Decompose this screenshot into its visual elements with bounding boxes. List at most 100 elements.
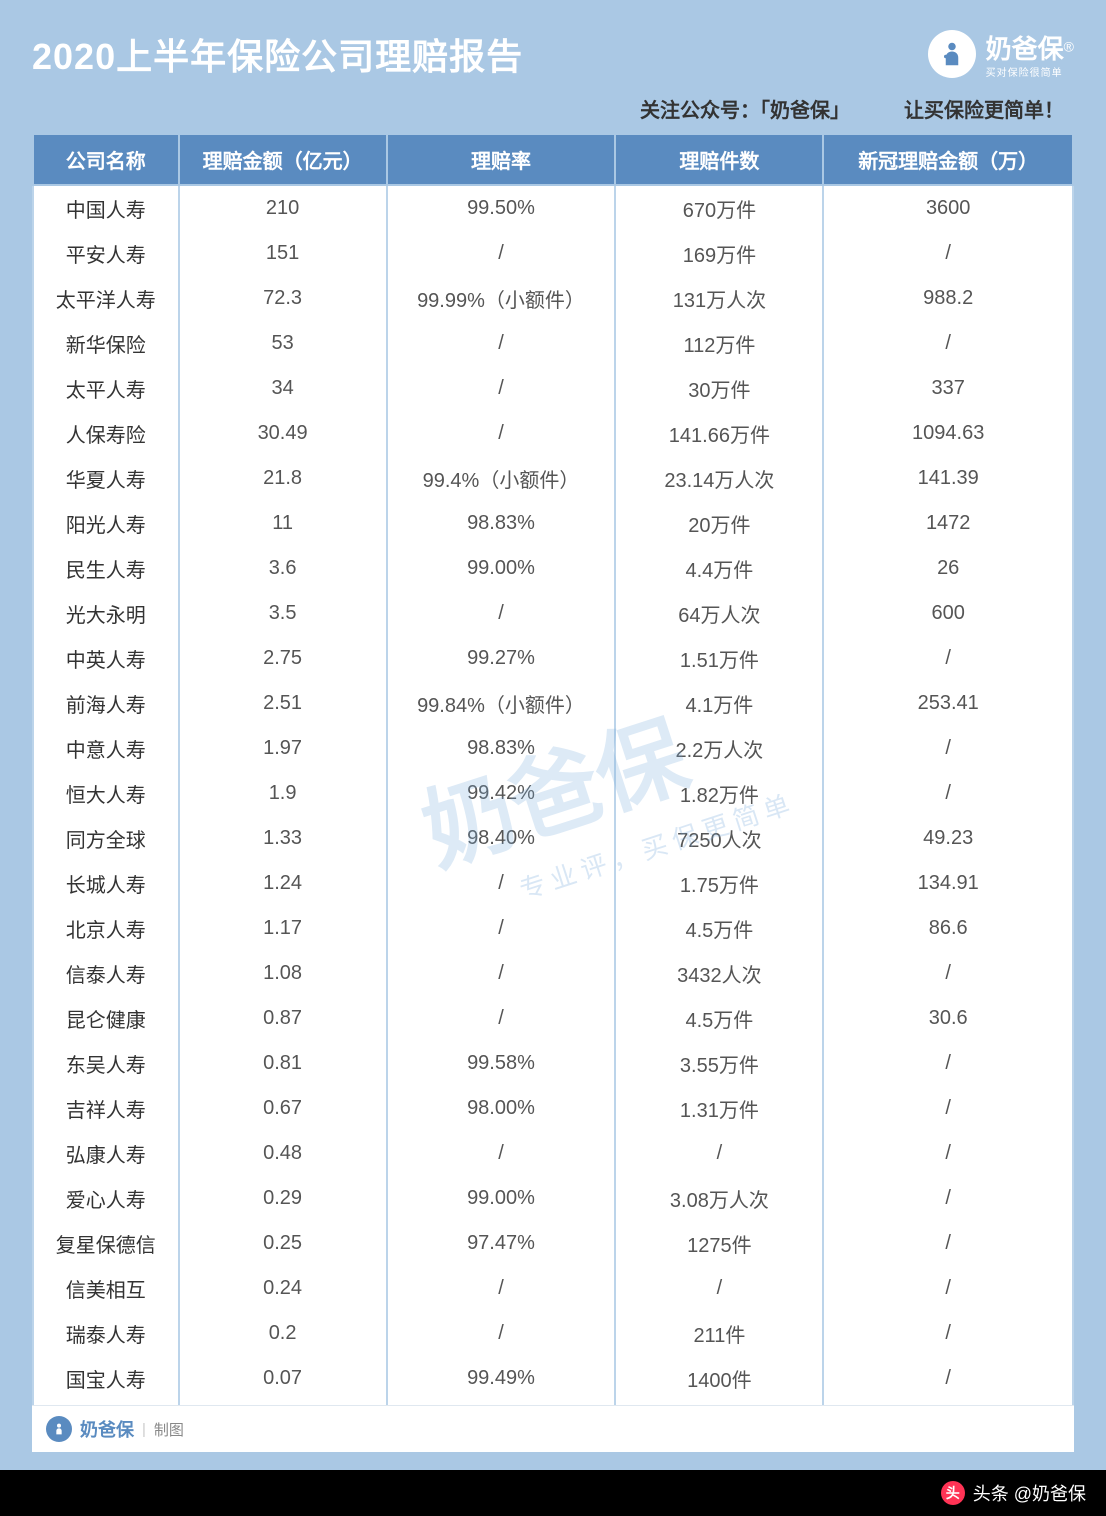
- table-cell: 99.58%: [387, 1041, 616, 1086]
- brand-name: 奶爸保: [986, 34, 1064, 64]
- table-cell: 复星保德信: [33, 1221, 179, 1266]
- table-cell: 恒大人寿: [33, 771, 179, 816]
- table-cell: 人保寿险: [33, 411, 179, 456]
- table-cell: 0.07: [179, 1356, 387, 1405]
- table-cell: 1275件: [615, 1221, 823, 1266]
- table-cell: 0.48: [179, 1131, 387, 1176]
- table-cell: 新华保险: [33, 321, 179, 366]
- table-cell: 阳光人寿: [33, 501, 179, 546]
- table-row: 信泰人寿1.08/3432人次/: [33, 951, 1073, 996]
- table-cell: 4.1万件: [615, 681, 823, 726]
- page-title: 2020上半年保险公司理赔报告: [32, 28, 523, 80]
- table-body: 中国人寿21099.50%670万件3600平安人寿151/169万件/太平洋人…: [33, 185, 1073, 1405]
- table-cell: 53: [179, 321, 387, 366]
- table-cell: 信美相互: [33, 1266, 179, 1311]
- table-cell: 99.42%: [387, 771, 616, 816]
- table-cell: 光大永明: [33, 591, 179, 636]
- table-cell: /: [387, 906, 616, 951]
- table-cell: 3.55万件: [615, 1041, 823, 1086]
- table-cell: 1472: [823, 501, 1073, 546]
- table-cell: /: [823, 321, 1073, 366]
- table-row: 国宝人寿0.0799.49%1400件/: [33, 1356, 1073, 1405]
- table-cell: 98.00%: [387, 1086, 616, 1131]
- table-row: 恒大人寿1.999.42%1.82万件/: [33, 771, 1073, 816]
- table-cell: 0.29: [179, 1176, 387, 1221]
- table-cell: 2.2万人次: [615, 726, 823, 771]
- table-row: 信美相互0.24///: [33, 1266, 1073, 1311]
- table-cell: /: [615, 1266, 823, 1311]
- table-cell: 0.81: [179, 1041, 387, 1086]
- brand-logo-icon: [928, 30, 976, 78]
- table-cell: 86.6: [823, 906, 1073, 951]
- table-cell: /: [387, 231, 616, 276]
- table-cell: 北京人寿: [33, 906, 179, 951]
- table-cell: /: [387, 1131, 616, 1176]
- table-cell: /: [823, 771, 1073, 816]
- table-row: 复星保德信0.2597.47%1275件/: [33, 1221, 1073, 1266]
- table-cell: 97.47%: [387, 1221, 616, 1266]
- table-cell: 1.82万件: [615, 771, 823, 816]
- table-cell: 1400件: [615, 1356, 823, 1405]
- table-cell: 1.17: [179, 906, 387, 951]
- table-cell: 11: [179, 501, 387, 546]
- table-cell: 20万件: [615, 501, 823, 546]
- table-row: 太平人寿34/30万件337: [33, 366, 1073, 411]
- table-container: 奶爸保 专业评，买保更简单 公司名称理赔金额（亿元）理赔率理赔件数新冠理赔金额（…: [32, 133, 1074, 1452]
- table-cell: 30万件: [615, 366, 823, 411]
- table-row: 爱心人寿0.2999.00%3.08万人次/: [33, 1176, 1073, 1221]
- subtitle-left: 关注公众号：「奶爸保」: [640, 94, 850, 123]
- table-cell: 141.39: [823, 456, 1073, 501]
- table-row: 同方全球1.3398.40%7250人次49.23: [33, 816, 1073, 861]
- table-cell: 0.67: [179, 1086, 387, 1131]
- table-cell: /: [387, 321, 616, 366]
- table-cell: 瑞泰人寿: [33, 1311, 179, 1356]
- table-cell: 平安人寿: [33, 231, 179, 276]
- table-cell: 中国人寿: [33, 185, 179, 231]
- table-cell: 东吴人寿: [33, 1041, 179, 1086]
- table-row: 民生人寿3.699.00%4.4万件26: [33, 546, 1073, 591]
- table-cell: 0.2: [179, 1311, 387, 1356]
- table-cell: 4.4万件: [615, 546, 823, 591]
- table-row: 中国人寿21099.50%670万件3600: [33, 185, 1073, 231]
- table-cell: 太平洋人寿: [33, 276, 179, 321]
- table-row: 瑞泰人寿0.2/211件/: [33, 1311, 1073, 1356]
- footer-brand: 奶爸保: [80, 1416, 134, 1442]
- table-cell: /: [387, 861, 616, 906]
- table-cell: 信泰人寿: [33, 951, 179, 996]
- table-cell: 99.27%: [387, 636, 616, 681]
- table-cell: 0.87: [179, 996, 387, 1041]
- table-cell: 吉祥人寿: [33, 1086, 179, 1131]
- brand-tagline: 买对保险很简单: [986, 64, 1074, 79]
- table-cell: 国宝人寿: [33, 1356, 179, 1405]
- table-cell: /: [387, 1266, 616, 1311]
- table-cell: 151: [179, 231, 387, 276]
- table-row: 弘康人寿0.48///: [33, 1131, 1073, 1176]
- table-cell: /: [387, 366, 616, 411]
- table-row: 新华保险53/112万件/: [33, 321, 1073, 366]
- table-cell: 前海人寿: [33, 681, 179, 726]
- table-cell: /: [823, 1176, 1073, 1221]
- table-cell: 2.51: [179, 681, 387, 726]
- table-cell: 26: [823, 546, 1073, 591]
- table-cell: /: [823, 1266, 1073, 1311]
- table-cell: 昆仑健康: [33, 996, 179, 1041]
- table-cell: /: [823, 726, 1073, 771]
- table-cell: /: [823, 1086, 1073, 1131]
- column-header: 新冠理赔金额（万）: [823, 134, 1073, 185]
- table-cell: 72.3: [179, 276, 387, 321]
- table-cell: 3.6: [179, 546, 387, 591]
- table-cell: 141.66万件: [615, 411, 823, 456]
- attribution-bar: 头 头条 @奶爸保: [0, 1470, 1106, 1516]
- table-cell: /: [387, 1311, 616, 1356]
- registered-icon: ®: [1064, 39, 1074, 55]
- table-cell: 7250人次: [615, 816, 823, 861]
- table-row: 华夏人寿21.899.4%（小额件）23.14万人次141.39: [33, 456, 1073, 501]
- table-cell: 长城人寿: [33, 861, 179, 906]
- table-cell: 99.00%: [387, 546, 616, 591]
- table-cell: 23.14万人次: [615, 456, 823, 501]
- table-cell: /: [615, 1131, 823, 1176]
- table-row: 长城人寿1.24/1.75万件134.91: [33, 861, 1073, 906]
- table-cell: 3.08万人次: [615, 1176, 823, 1221]
- table-cell: 98.83%: [387, 726, 616, 771]
- table-cell: 1.51万件: [615, 636, 823, 681]
